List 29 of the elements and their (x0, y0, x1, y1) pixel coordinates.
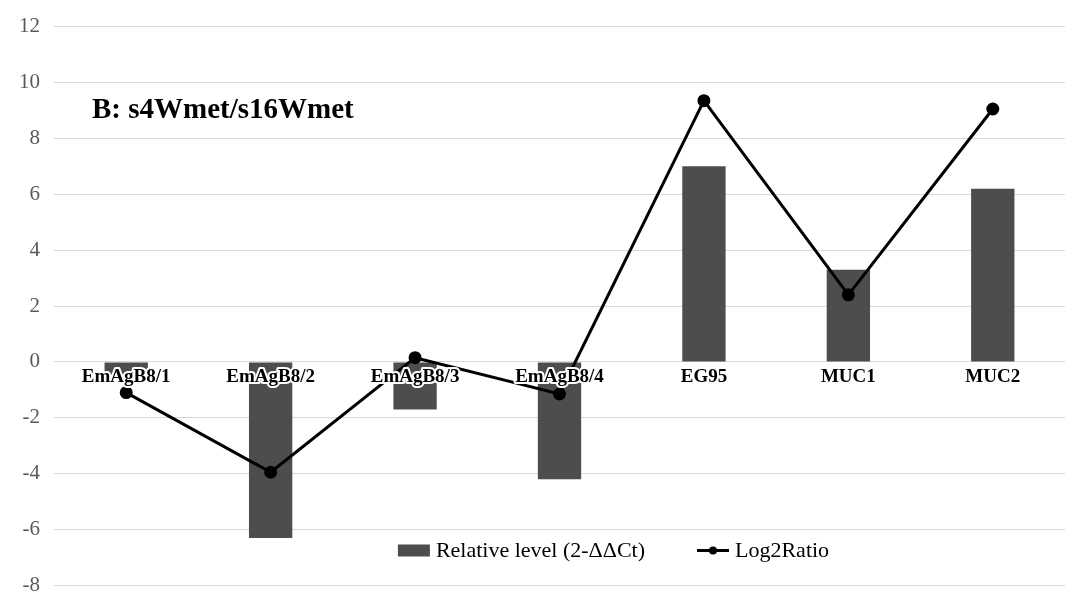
point (841, 288, 855, 302)
legend-label: Log2Ratio (735, 537, 830, 563)
point (119, 386, 133, 400)
point (986, 102, 1000, 116)
bar (826, 269, 871, 362)
point (553, 387, 566, 401)
y-tick-label: 4 (29, 236, 41, 261)
y-tick-label: -4 (22, 460, 41, 485)
bar (971, 188, 1015, 362)
point (264, 465, 278, 479)
x-tick-label: MUC1 (820, 364, 876, 386)
y-tick-label: -8 (22, 571, 40, 596)
point (408, 351, 422, 365)
bar (682, 166, 726, 362)
y-tick-label: -6 (22, 516, 40, 541)
x-tick-label: EmAgB8/1 (81, 364, 171, 386)
x-tick-label: EG95 (680, 364, 728, 386)
legend-label: Relative level (2-ΔΔCt) (435, 537, 646, 563)
text: B: s4Wmet/s16Wmet (92, 91, 355, 124)
y-tick-label: 0 (29, 348, 40, 373)
x-tick-label: MUC2 (965, 364, 1021, 386)
y-tick-label: 12 (19, 13, 40, 38)
point (697, 94, 711, 108)
y-tick-label: 2 (29, 292, 40, 317)
y-tick-label: 6 (29, 180, 40, 205)
y-tick-label: -2 (22, 404, 40, 429)
x-tick-label: EmAgB8/3 (370, 364, 460, 386)
y-tick-label: 8 (29, 124, 40, 149)
y-tick-label: 10 (19, 69, 40, 93)
